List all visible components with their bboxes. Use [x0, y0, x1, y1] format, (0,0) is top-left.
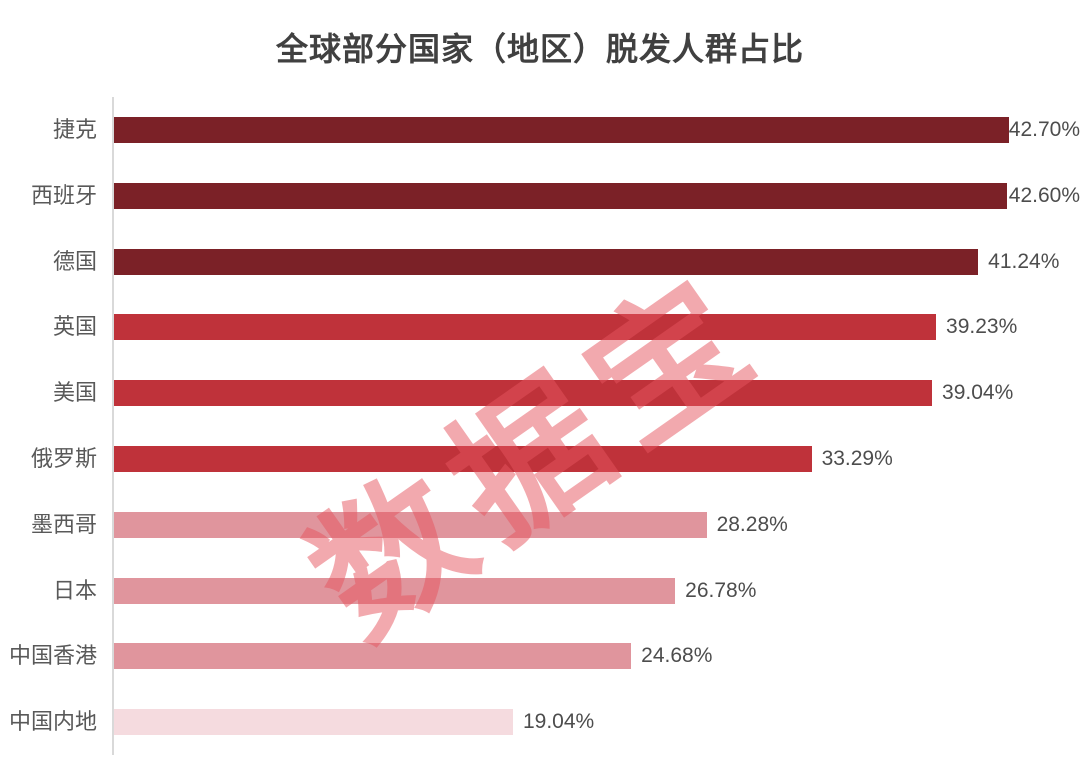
bar	[114, 577, 676, 604]
bar	[114, 380, 933, 407]
category-label: 日本	[52, 577, 97, 603]
bar	[114, 511, 707, 538]
bar-row: 39.04%	[114, 380, 1080, 407]
bar	[114, 116, 1009, 143]
bar-row: 39.23%	[114, 314, 1080, 341]
bar	[114, 709, 513, 736]
chart-title: 全球部分国家（地区）脱发人群占比	[275, 31, 804, 67]
plot-area: 42.70% 42.60% 41.24% 39.23% 39.04% 33.29…	[114, 97, 1080, 755]
value-label: 28.28%	[716, 512, 788, 536]
bar-row: 42.70%	[114, 116, 1080, 143]
value-label: 19.04%	[522, 710, 595, 734]
value-label: 39.23%	[946, 315, 1018, 339]
bar-row: 33.29%	[114, 445, 1080, 472]
bar	[114, 314, 937, 341]
category-label: 中国内地	[8, 709, 97, 735]
value-label: 42.70%	[1008, 117, 1080, 141]
bar	[114, 182, 1007, 209]
category-label: 美国	[52, 380, 97, 406]
bar-row: 24.68%	[114, 643, 1080, 670]
category-axis: 捷克西班牙德国英国美国俄罗斯墨西哥日本中国香港中国内地	[0, 97, 97, 755]
category-label: 捷克	[52, 116, 97, 142]
value-label: 39.04%	[942, 381, 1014, 405]
category-label: 墨西哥	[30, 511, 97, 537]
category-label: 英国	[52, 314, 97, 340]
category-label: 俄罗斯	[30, 445, 97, 471]
value-label: 26.78%	[685, 578, 757, 602]
bar-row: 26.78%	[114, 577, 1080, 604]
bar	[114, 445, 812, 472]
value-label: 33.29%	[821, 446, 893, 470]
bar-row: 41.24%	[114, 248, 1080, 275]
bar	[114, 248, 979, 275]
bar-row: 28.28%	[114, 511, 1080, 538]
bar-row: 19.04%	[114, 709, 1080, 736]
category-label: 德国	[52, 248, 97, 274]
value-label: 41.24%	[988, 249, 1060, 273]
bar-row: 42.60%	[114, 182, 1080, 209]
value-label: 24.68%	[641, 644, 713, 668]
category-label: 西班牙	[30, 182, 97, 208]
bar	[114, 643, 632, 670]
y-axis-line	[112, 97, 114, 755]
value-label: 42.60%	[1008, 183, 1080, 207]
category-label: 中国香港	[8, 643, 97, 669]
